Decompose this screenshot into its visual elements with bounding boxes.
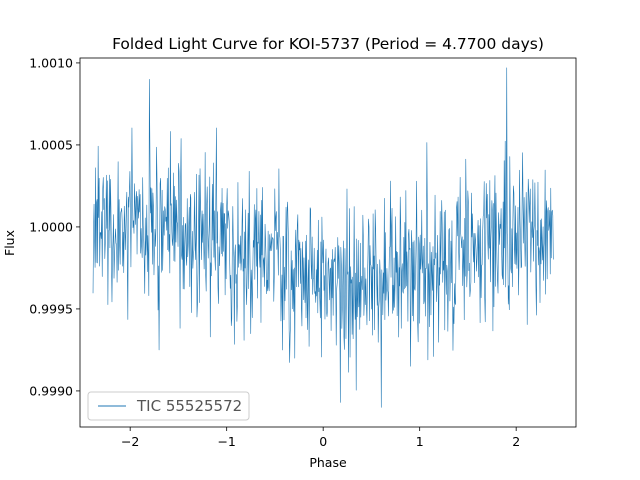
- y-tick-label: 1.0010: [29, 55, 73, 70]
- legend: TIC 55525572: [87, 391, 250, 421]
- series-layer: [92, 67, 554, 408]
- y-tick-label: 0.9995: [29, 301, 73, 316]
- x-tick-label: −1: [217, 434, 235, 449]
- x-axis-label: Phase: [309, 455, 347, 470]
- x-tick-label: 0: [319, 434, 327, 449]
- y-tick-label: 1.0005: [29, 137, 73, 152]
- y-tick-label: 1.0000: [29, 219, 73, 234]
- series-line: [92, 67, 554, 408]
- plot-area: −2 −1 0 1 2 0.9990 0.9995 1.0000 1.0005 1.0010: [29, 55, 577, 449]
- legend-box: [87, 391, 250, 421]
- y-tick-label: 0.9990: [29, 383, 73, 398]
- x-axis-ticks: −2 −1 0 1 2: [121, 427, 520, 449]
- x-tick-label: −2: [121, 434, 139, 449]
- x-tick-label: 2: [512, 434, 520, 449]
- y-axis-ticks: 0.9990 0.9995 1.0000 1.0005 1.0010: [29, 55, 80, 398]
- y-axis-label: Flux: [2, 230, 17, 256]
- legend-label: TIC 55525572: [136, 397, 242, 415]
- chart-title: Folded Light Curve for KOI-5737 (Period …: [112, 35, 544, 53]
- x-tick-label: 1: [416, 434, 424, 449]
- axes-frame: [79, 57, 577, 428]
